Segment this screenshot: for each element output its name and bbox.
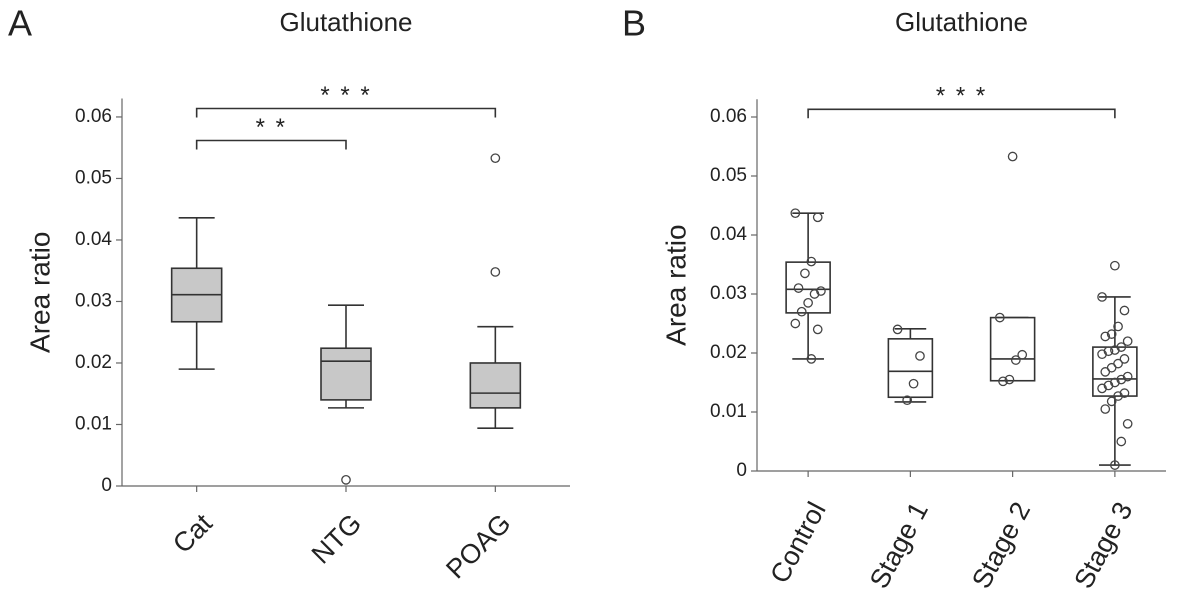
y-tick-label: 0 xyxy=(736,460,747,481)
y-tick-label: 0.06 xyxy=(710,106,747,127)
data-point xyxy=(998,376,1008,387)
box xyxy=(989,316,1036,382)
data-point xyxy=(1110,460,1120,470)
y-tick-label: 0 xyxy=(101,475,112,496)
y-tick-label: 0.04 xyxy=(710,224,747,245)
data-point xyxy=(1119,305,1130,316)
data-point xyxy=(1122,418,1133,429)
data-point xyxy=(1122,336,1133,347)
data-point xyxy=(1116,374,1127,385)
data-point xyxy=(793,283,804,293)
x-tick-label: Stage 1 xyxy=(864,497,934,593)
data-point xyxy=(796,306,807,317)
data-point xyxy=(1116,436,1127,447)
box xyxy=(887,338,934,399)
y-tick-label: 0.01 xyxy=(710,401,747,422)
data-point xyxy=(790,318,801,329)
box xyxy=(469,362,522,409)
x-tick-label: POAG xyxy=(440,508,516,584)
data-point xyxy=(915,351,925,361)
data-point xyxy=(790,208,801,219)
y-tick-label: 0.02 xyxy=(710,342,747,363)
data-point xyxy=(1097,349,1107,360)
data-point xyxy=(1113,391,1123,401)
chart-title: Glutathione xyxy=(280,7,413,37)
x-tick-label: Control xyxy=(764,497,831,588)
data-point xyxy=(803,297,813,308)
box xyxy=(1092,346,1138,397)
data-point xyxy=(1122,371,1133,382)
y-tick-label: 0.04 xyxy=(75,229,112,250)
outlier xyxy=(341,474,351,485)
significance-label: * * xyxy=(256,114,287,141)
data-point xyxy=(1116,342,1127,352)
data-point xyxy=(800,268,810,279)
y-axis-label: Area ratio xyxy=(660,224,691,345)
data-point xyxy=(1004,374,1015,385)
y-tick-label: 0.02 xyxy=(75,352,112,373)
data-point xyxy=(806,354,817,364)
significance-bracket xyxy=(807,108,1116,119)
data-point xyxy=(812,212,823,223)
data-point xyxy=(1103,346,1114,357)
data-point xyxy=(994,312,1005,323)
data-point xyxy=(892,324,903,335)
data-point xyxy=(1097,383,1107,394)
data-point xyxy=(1113,321,1123,332)
significance-bracket xyxy=(195,139,347,150)
y-tick-label: 0.01 xyxy=(75,414,112,435)
data-point xyxy=(1103,380,1114,391)
data-point xyxy=(809,289,820,299)
data-point xyxy=(1119,354,1130,364)
data-point xyxy=(816,286,826,296)
data-point xyxy=(812,324,823,335)
outlier xyxy=(1007,151,1018,162)
data-point xyxy=(1106,329,1117,339)
panel-letter: A xyxy=(8,3,32,44)
data-point xyxy=(1100,331,1111,342)
x-tick-label: Stage 3 xyxy=(1068,497,1138,593)
chart-title: Glutathione xyxy=(895,7,1028,37)
data-point xyxy=(1010,355,1021,365)
data-point xyxy=(1106,396,1117,407)
data-point xyxy=(1110,345,1120,355)
significance-label: * * * xyxy=(320,82,371,109)
data-point xyxy=(1110,377,1120,388)
y-tick-label: 0.03 xyxy=(75,290,112,311)
outlier xyxy=(1110,260,1120,271)
data-point xyxy=(1100,367,1111,377)
x-tick-label: Stage 2 xyxy=(966,497,1036,593)
y-tick-label: 0.05 xyxy=(710,165,747,186)
data-point xyxy=(1017,349,1028,360)
y-tick-label: 0.03 xyxy=(710,283,747,304)
x-tick-label: Cat xyxy=(167,508,218,559)
box xyxy=(320,347,372,401)
data-point xyxy=(908,378,919,389)
data-point xyxy=(902,395,913,406)
y-axis-label: Area ratio xyxy=(24,232,55,353)
data-point xyxy=(1100,404,1111,414)
data-point xyxy=(806,256,817,267)
y-tick-label: 0.06 xyxy=(75,106,112,127)
outlier xyxy=(490,267,501,277)
x-tick-label: NTG xyxy=(306,508,368,570)
data-point xyxy=(1119,388,1130,398)
y-tick-label: 0.05 xyxy=(75,167,112,188)
data-point xyxy=(1097,292,1107,302)
significance-bracket xyxy=(195,107,497,118)
panel-letter: B xyxy=(622,3,646,44)
outlier xyxy=(490,153,501,164)
significance-label: * * * xyxy=(936,83,987,110)
